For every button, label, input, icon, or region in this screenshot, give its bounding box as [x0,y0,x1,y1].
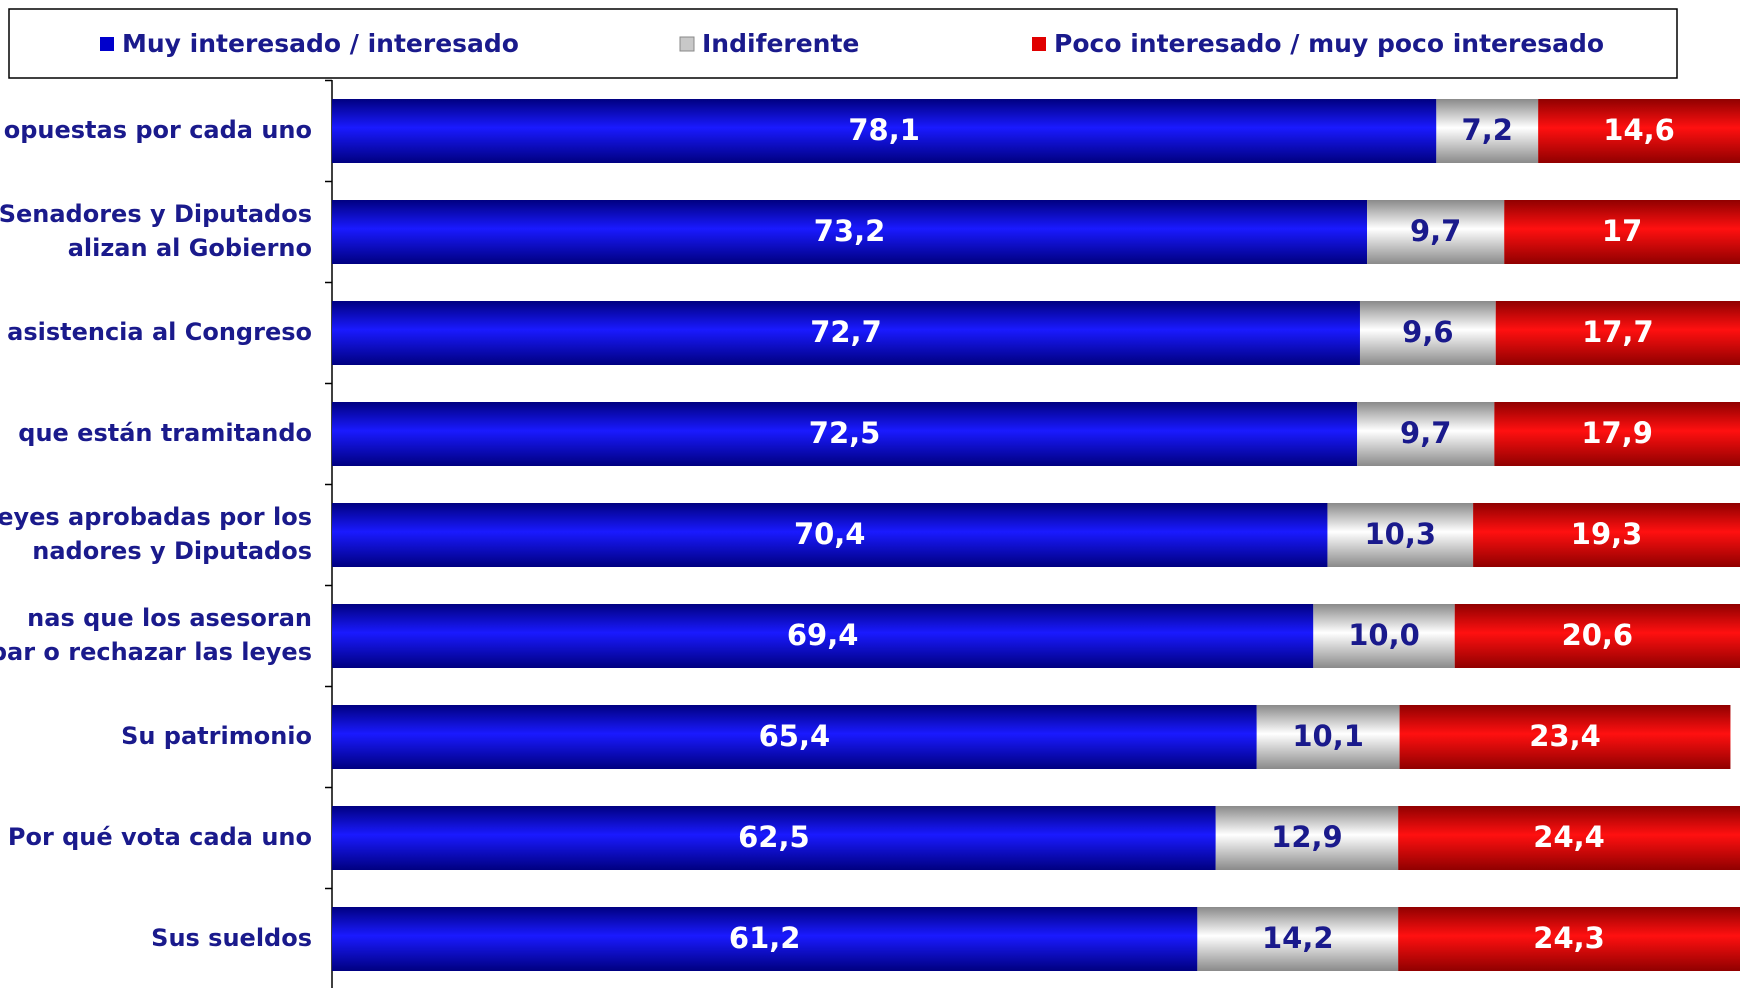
value-label: 24,4 [1533,820,1605,854]
bar-segment [332,705,1257,769]
value-label: 61,2 [729,921,801,955]
bar-segment [332,200,1368,264]
category-label: Senadores y Diputados alizan al Gobierno [0,200,312,262]
category-label: asistencia al Congreso [7,318,312,346]
value-label: 14,2 [1262,921,1334,955]
category-label: Por qué vota cada uno [8,823,312,851]
bar-segment [1436,99,1539,163]
value-label: 69,4 [787,618,859,652]
bar-segment [332,503,1328,567]
legend-swatch [100,37,114,51]
bar-segment [1367,200,1505,264]
value-label: 24,3 [1533,921,1605,955]
bar-segment [1357,402,1495,466]
value-label: 73,2 [814,214,886,248]
legend-label: Muy interesado / interesado [122,29,519,58]
value-label: 20,6 [1562,618,1634,652]
bar-segment [332,907,1198,971]
bar-segment [1454,604,1740,668]
bar-segment [1197,907,1399,971]
legend-label: Indiferente [702,29,859,58]
value-label: 62,5 [738,820,810,854]
value-label: 10,3 [1364,517,1436,551]
value-label: 12,9 [1271,820,1343,854]
bar-segment [1398,907,1740,971]
bar-segment [1473,503,1740,567]
value-label: 72,5 [809,416,881,450]
category-label: Sus sueldos [151,924,312,952]
category-label: que están tramitando [18,419,312,447]
value-label: 23,4 [1529,719,1601,753]
category-label: nas que los asesoran bar o rechazar las l… [0,604,312,666]
bar-segment [1398,806,1740,870]
bar-segment [1256,705,1400,769]
value-label: 10,0 [1348,618,1420,652]
value-label: 19,3 [1571,517,1643,551]
bar-segment [1399,705,1731,769]
bar-segment [332,604,1314,668]
value-label: 65,4 [759,719,831,753]
legend-swatch [679,36,695,52]
bar-segment [1495,301,1740,365]
category-label: opuestas por cada uno [4,116,312,144]
value-label: 7,2 [1462,113,1513,147]
value-label: 17,9 [1581,416,1653,450]
bar-segment [1494,402,1740,466]
value-label: 9,7 [1400,416,1451,450]
bar-segment [1504,200,1740,264]
legend-box [8,8,1678,79]
value-label: 9,6 [1402,315,1453,349]
bar-segment [1313,604,1455,668]
bar-segment [1538,99,1740,163]
bar-segment [1359,301,1496,365]
value-label: 70,4 [794,517,866,551]
bar-segment [332,402,1358,466]
bar-segment [332,806,1216,870]
legend-label: Poco interesado / muy poco interesado [1054,29,1604,58]
category-label: Su patrimonio [121,722,312,750]
value-label: 10,1 [1292,719,1364,753]
bar-segment [332,99,1437,163]
value-label: 72,7 [810,315,882,349]
value-label: 9,7 [1410,214,1461,248]
bar-segment [1215,806,1399,870]
bar-segment [1327,503,1474,567]
value-label: 17,7 [1582,315,1654,349]
legend-swatch [1032,37,1046,51]
bar-segment [332,301,1360,365]
value-label: 78,1 [848,113,920,147]
category-label: eyes aprobadas por los nadores y Diputado… [0,503,312,565]
value-label: 17 [1602,214,1642,248]
value-label: 14,6 [1603,113,1675,147]
